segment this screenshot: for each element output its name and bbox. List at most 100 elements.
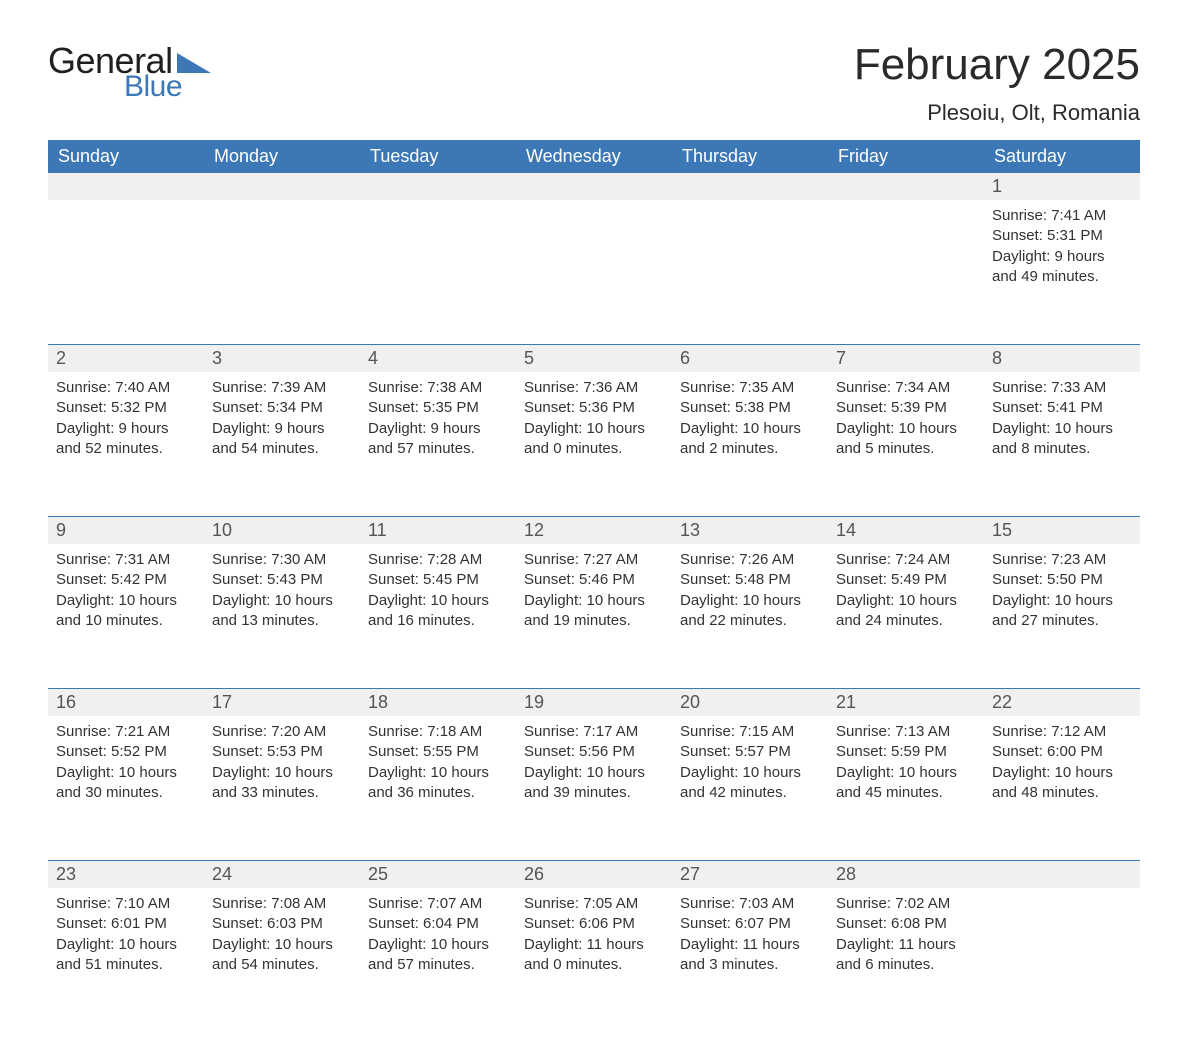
- day-details: Sunrise: 7:33 AMSunset: 5:41 PMDaylight:…: [984, 372, 1140, 459]
- day-details: [360, 200, 516, 206]
- daylight-text-1: Daylight: 10 hours: [212, 763, 352, 783]
- day-body-row: Sunrise: 7:40 AMSunset: 5:32 PMDaylight:…: [48, 372, 1140, 492]
- dow-monday: Monday: [204, 140, 360, 173]
- day-number: 14: [828, 517, 984, 544]
- day-details: Sunrise: 7:40 AMSunset: 5:32 PMDaylight:…: [48, 372, 204, 459]
- sunrise-text: Sunrise: 7:28 AM: [368, 550, 508, 570]
- daylight-text-2: and 48 minutes.: [992, 783, 1132, 803]
- sunset-text: Sunset: 5:42 PM: [56, 570, 196, 590]
- sunrise-text: Sunrise: 7:18 AM: [368, 722, 508, 742]
- day-number: 27: [672, 861, 828, 888]
- daylight-text-2: and 42 minutes.: [680, 783, 820, 803]
- day-details: Sunrise: 7:21 AMSunset: 5:52 PMDaylight:…: [48, 716, 204, 803]
- day-cell: Sunrise: 7:41 AMSunset: 5:31 PMDaylight:…: [984, 200, 1140, 320]
- sunrise-text: Sunrise: 7:24 AM: [836, 550, 976, 570]
- daylight-text-2: and 5 minutes.: [836, 439, 976, 459]
- day-details: Sunrise: 7:12 AMSunset: 6:00 PMDaylight:…: [984, 716, 1140, 803]
- daylight-text-1: Daylight: 11 hours: [836, 935, 976, 955]
- daylight-text-1: Daylight: 10 hours: [56, 763, 196, 783]
- daylight-text-2: and 2 minutes.: [680, 439, 820, 459]
- day-number-cell: [672, 173, 828, 200]
- calendar-week-row: 9101112131415Sunrise: 7:31 AMSunset: 5:4…: [48, 516, 1140, 664]
- sunset-text: Sunset: 5:48 PM: [680, 570, 820, 590]
- daylight-text-2: and 57 minutes.: [368, 955, 508, 975]
- daylight-text-2: and 3 minutes.: [680, 955, 820, 975]
- day-details: Sunrise: 7:31 AMSunset: 5:42 PMDaylight:…: [48, 544, 204, 631]
- day-cell: [360, 200, 516, 320]
- logo: General Blue: [48, 40, 213, 104]
- daylight-text-1: Daylight: 10 hours: [212, 935, 352, 955]
- day-cell: [672, 200, 828, 320]
- day-cell: Sunrise: 7:07 AMSunset: 6:04 PMDaylight:…: [360, 888, 516, 1008]
- daylight-text-1: Daylight: 11 hours: [524, 935, 664, 955]
- day-details: Sunrise: 7:36 AMSunset: 5:36 PMDaylight:…: [516, 372, 672, 459]
- daylight-text-2: and 0 minutes.: [524, 439, 664, 459]
- day-number-cell: [48, 173, 204, 200]
- day-cell: Sunrise: 7:27 AMSunset: 5:46 PMDaylight:…: [516, 544, 672, 664]
- day-details: [204, 200, 360, 206]
- calendar-header-row: Sunday Monday Tuesday Wednesday Thursday…: [48, 140, 1140, 173]
- day-details: [48, 200, 204, 206]
- title-block: February 2025 Plesoiu, Olt, Romania: [854, 40, 1140, 126]
- sunrise-text: Sunrise: 7:34 AM: [836, 378, 976, 398]
- day-cell: Sunrise: 7:10 AMSunset: 6:01 PMDaylight:…: [48, 888, 204, 1008]
- day-number-cell: 1: [984, 173, 1140, 200]
- dow-friday: Friday: [828, 140, 984, 173]
- sunrise-text: Sunrise: 7:26 AM: [680, 550, 820, 570]
- dow-sunday: Sunday: [48, 140, 204, 173]
- day-details: Sunrise: 7:41 AMSunset: 5:31 PMDaylight:…: [984, 200, 1140, 287]
- day-number-cell: [516, 173, 672, 200]
- day-number: 28: [828, 861, 984, 888]
- sunset-text: Sunset: 5:46 PM: [524, 570, 664, 590]
- day-number-cell: 10: [204, 517, 360, 544]
- daylight-text-1: Daylight: 10 hours: [368, 591, 508, 611]
- day-number: 24: [204, 861, 360, 888]
- sunset-text: Sunset: 5:56 PM: [524, 742, 664, 762]
- sunset-text: Sunset: 5:53 PM: [212, 742, 352, 762]
- day-cell: Sunrise: 7:39 AMSunset: 5:34 PMDaylight:…: [204, 372, 360, 492]
- day-number-cell: 9: [48, 517, 204, 544]
- sunrise-text: Sunrise: 7:36 AM: [524, 378, 664, 398]
- day-cell: Sunrise: 7:05 AMSunset: 6:06 PMDaylight:…: [516, 888, 672, 1008]
- daylight-text-1: Daylight: 10 hours: [992, 763, 1132, 783]
- logo-text-2: Blue: [124, 70, 213, 104]
- day-details: Sunrise: 7:02 AMSunset: 6:08 PMDaylight:…: [828, 888, 984, 975]
- daylight-text-1: Daylight: 10 hours: [992, 419, 1132, 439]
- day-number: 1: [984, 173, 1140, 200]
- day-details: [516, 200, 672, 206]
- day-number: 25: [360, 861, 516, 888]
- day-details: Sunrise: 7:38 AMSunset: 5:35 PMDaylight:…: [360, 372, 516, 459]
- day-number-cell: [984, 861, 1140, 888]
- sunset-text: Sunset: 5:50 PM: [992, 570, 1132, 590]
- sunrise-text: Sunrise: 7:12 AM: [992, 722, 1132, 742]
- day-cell: Sunrise: 7:31 AMSunset: 5:42 PMDaylight:…: [48, 544, 204, 664]
- day-number-cell: [360, 173, 516, 200]
- day-number-cell: 6: [672, 345, 828, 372]
- day-number-cell: 28: [828, 861, 984, 888]
- daylight-text-2: and 33 minutes.: [212, 783, 352, 803]
- day-number: 11: [360, 517, 516, 544]
- sunrise-text: Sunrise: 7:07 AM: [368, 894, 508, 914]
- day-number: 6: [672, 345, 828, 372]
- day-cell: Sunrise: 7:35 AMSunset: 5:38 PMDaylight:…: [672, 372, 828, 492]
- day-number-cell: 8: [984, 345, 1140, 372]
- day-details: [828, 200, 984, 206]
- sunset-text: Sunset: 6:06 PM: [524, 914, 664, 934]
- day-number-cell: 21: [828, 689, 984, 716]
- day-number: 17: [204, 689, 360, 716]
- sunrise-text: Sunrise: 7:05 AM: [524, 894, 664, 914]
- day-number-cell: 4: [360, 345, 516, 372]
- sunset-text: Sunset: 5:38 PM: [680, 398, 820, 418]
- day-details: Sunrise: 7:26 AMSunset: 5:48 PMDaylight:…: [672, 544, 828, 631]
- sunset-text: Sunset: 5:52 PM: [56, 742, 196, 762]
- day-number-cell: 12: [516, 517, 672, 544]
- day-details: Sunrise: 7:10 AMSunset: 6:01 PMDaylight:…: [48, 888, 204, 975]
- daylight-text-1: Daylight: 10 hours: [212, 591, 352, 611]
- day-details: Sunrise: 7:18 AMSunset: 5:55 PMDaylight:…: [360, 716, 516, 803]
- sunset-text: Sunset: 5:31 PM: [992, 226, 1132, 246]
- day-cell: Sunrise: 7:02 AMSunset: 6:08 PMDaylight:…: [828, 888, 984, 1008]
- sunrise-text: Sunrise: 7:41 AM: [992, 206, 1132, 226]
- daylight-text-2: and 54 minutes.: [212, 955, 352, 975]
- sunset-text: Sunset: 6:03 PM: [212, 914, 352, 934]
- day-details: Sunrise: 7:17 AMSunset: 5:56 PMDaylight:…: [516, 716, 672, 803]
